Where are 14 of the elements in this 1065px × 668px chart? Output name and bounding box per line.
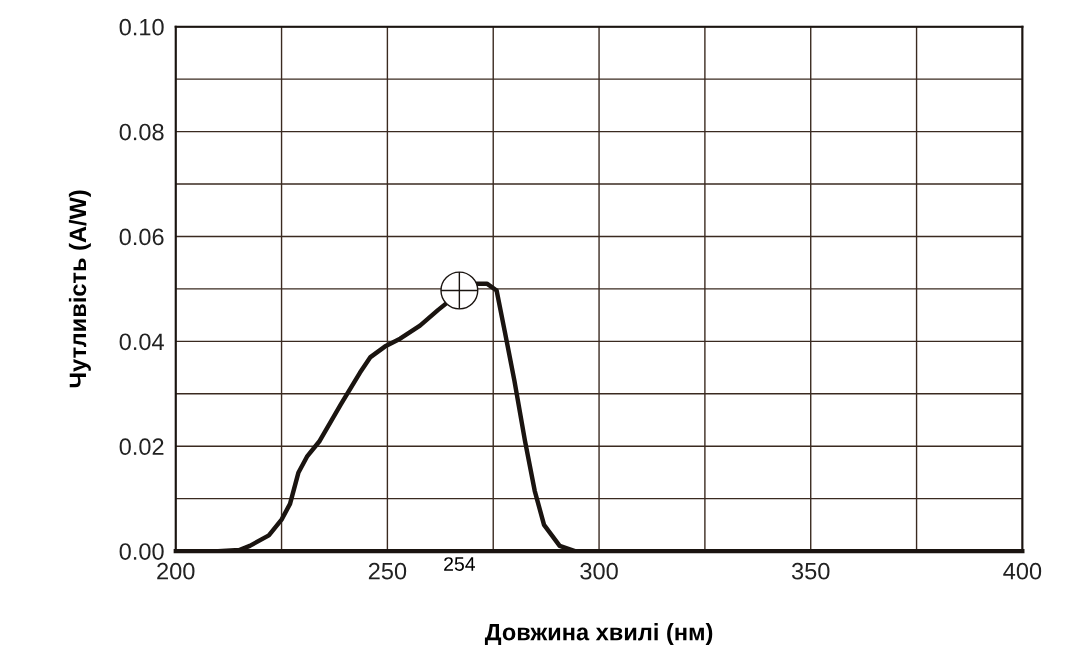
y-tick-label: 0.10 xyxy=(119,18,164,36)
y-tick-label: 0.06 xyxy=(119,228,164,246)
x-tick-label: 300 xyxy=(580,562,618,580)
y-tick-label: 0.02 xyxy=(119,438,164,456)
text: 254 xyxy=(444,557,476,571)
y-axis-title: Чутливість (A/W) xyxy=(68,190,91,388)
x-tick-label: 250 xyxy=(368,562,407,580)
y-tick-label: 0.04 xyxy=(119,333,164,351)
x-tick-label: 200 xyxy=(157,562,195,580)
x-tick-label: 400 xyxy=(1003,562,1042,580)
y-tick-label: 0.08 xyxy=(119,123,164,141)
y-tick-label: 0.00 xyxy=(119,543,164,560)
x-tick-label: 350 xyxy=(791,562,830,580)
x-axis-title: Довжина хвилі (нм) xyxy=(484,623,713,646)
